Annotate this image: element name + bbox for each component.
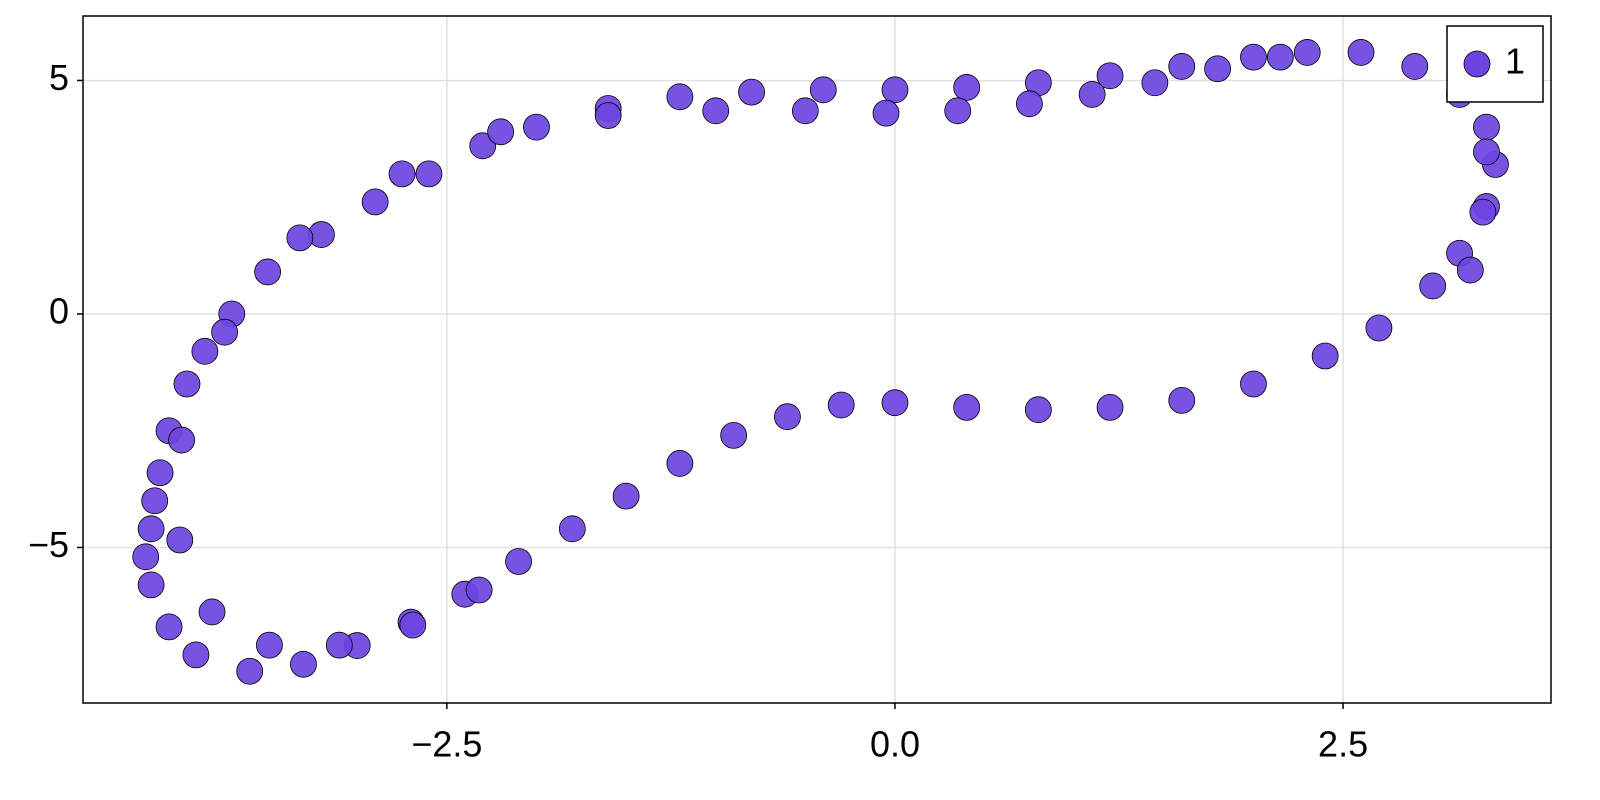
scatter-point (791, 97, 819, 125)
legend-box (1446, 25, 1544, 103)
scatter-point (1347, 39, 1375, 66)
scatter-point (1469, 198, 1497, 226)
scatter-point (1168, 386, 1196, 414)
scatter-point (256, 631, 283, 659)
scatter-point (953, 393, 981, 421)
scatter-point (487, 118, 515, 146)
scatter-point (1096, 62, 1124, 90)
scatter-point (1293, 39, 1321, 66)
scatter-point (1419, 272, 1447, 300)
scatter-point (198, 598, 226, 626)
scatter-point (872, 99, 900, 127)
scatter-point (1240, 43, 1267, 71)
scatter-point (612, 482, 640, 510)
scatter-point (720, 421, 748, 449)
scatter-point (325, 631, 353, 659)
scatter-point (505, 548, 532, 575)
scatter-point (465, 576, 493, 604)
scatter-point (558, 515, 586, 543)
scatter-point (290, 650, 317, 678)
scatter-point (666, 450, 694, 477)
scatter-point (211, 318, 239, 346)
scatter-point (953, 74, 981, 101)
y-tick-label: 5 (49, 57, 69, 98)
scatter-point (1365, 314, 1393, 342)
scatter-point (1473, 113, 1500, 141)
scatter-point (1096, 393, 1124, 421)
scatter-point (1456, 256, 1484, 284)
scatter-point (254, 258, 282, 286)
y-tick-label: 0 (49, 290, 69, 331)
scatter-point (944, 97, 972, 125)
x-tick-label: −2.5 (411, 724, 482, 765)
scatter-point (415, 160, 443, 188)
scatter-point (166, 526, 194, 554)
legend-marker (1463, 50, 1491, 78)
scatter-point (146, 459, 174, 487)
scatter-point (1204, 55, 1232, 83)
scatter-point (469, 132, 497, 160)
scatter-point (666, 83, 694, 111)
scatter-point (173, 370, 201, 398)
scatter-point (702, 97, 730, 125)
scatter-point (523, 113, 550, 141)
scatter-point (141, 487, 169, 515)
scatter-point (827, 391, 855, 419)
scatter-point (809, 76, 837, 104)
scatter-point (1141, 69, 1169, 97)
scatter-point (182, 641, 210, 669)
scatter-point (361, 188, 389, 216)
scatter-point (236, 657, 264, 685)
scatter-point (1311, 342, 1339, 370)
scatter-point (1473, 138, 1500, 166)
scatter-point (1240, 370, 1267, 398)
scatter-point (137, 515, 165, 543)
scatter-point (774, 403, 801, 431)
scatter-point (168, 426, 195, 454)
scatter-point (881, 389, 909, 417)
scatter-point (1266, 43, 1294, 71)
x-tick-label: 2.5 (1318, 724, 1368, 765)
scatter-point (1401, 53, 1429, 80)
scatter-point (738, 78, 765, 106)
scatter-point (137, 571, 165, 599)
scatter-point (1024, 396, 1052, 424)
scatter-point (191, 337, 219, 365)
scatter-point (1168, 53, 1196, 80)
legend-label: 1 (1505, 41, 1525, 82)
scatter-point (1078, 81, 1106, 108)
plot-frame (82, 15, 1552, 704)
scatter-point (594, 102, 622, 129)
scatter-point (286, 224, 314, 252)
scatter-point (881, 76, 909, 104)
scatter-point (1016, 90, 1043, 118)
scatter-point (132, 543, 160, 571)
scatter-point (388, 160, 416, 188)
scatter-point (399, 611, 427, 639)
y-tick-label: −5 (28, 524, 69, 565)
scatter-point (155, 613, 183, 641)
x-tick-label: 0.0 (870, 724, 920, 765)
